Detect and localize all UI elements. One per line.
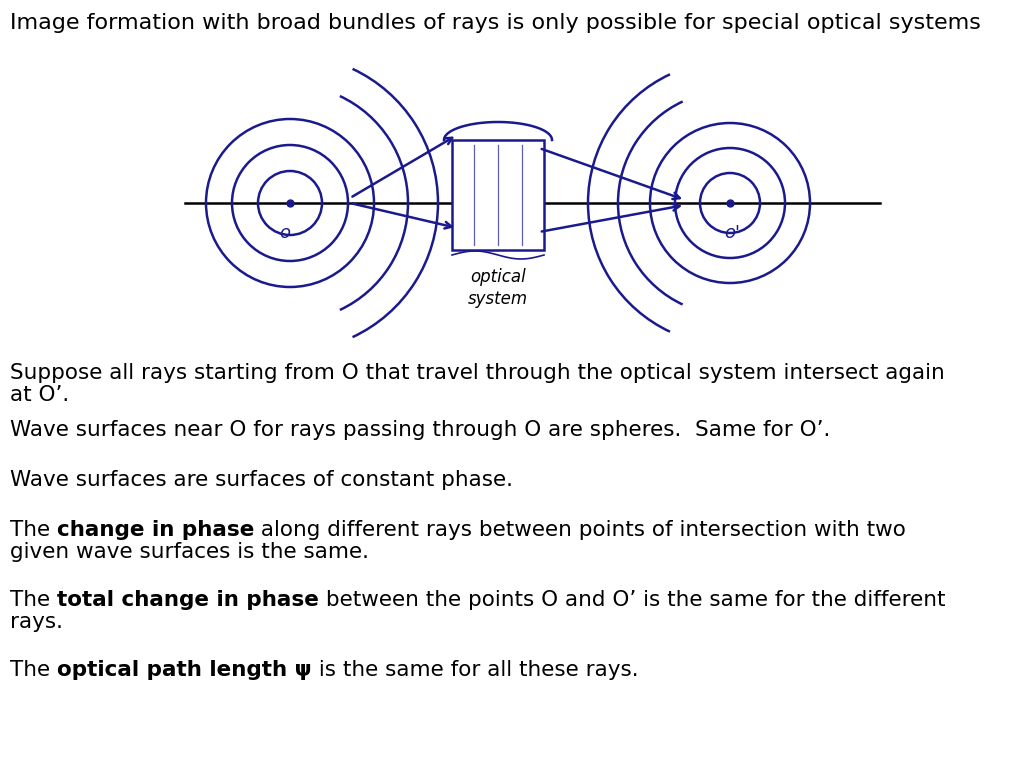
Text: given wave surfaces is the same.: given wave surfaces is the same.: [10, 542, 369, 562]
Text: optical path length ψ: optical path length ψ: [57, 660, 311, 680]
Text: optical
system: optical system: [468, 268, 528, 308]
Text: along different rays between points of intersection with two: along different rays between points of i…: [254, 520, 906, 540]
Text: rays.: rays.: [10, 612, 63, 632]
Text: The: The: [10, 520, 57, 540]
Text: o: o: [280, 224, 291, 242]
Text: Wave surfaces are surfaces of constant phase.: Wave surfaces are surfaces of constant p…: [10, 470, 513, 490]
Text: o': o': [724, 224, 740, 242]
Text: at O’.: at O’.: [10, 385, 70, 405]
Text: is the same for all these rays.: is the same for all these rays.: [311, 660, 638, 680]
Text: Image formation with broad bundles of rays is only possible for special optical : Image formation with broad bundles of ra…: [10, 13, 981, 33]
Text: total change in phase: total change in phase: [57, 590, 318, 610]
Text: between the points O and O’ is the same for the different: between the points O and O’ is the same …: [318, 590, 945, 610]
Text: Suppose all rays starting from O that travel through the optical system intersec: Suppose all rays starting from O that tr…: [10, 363, 945, 383]
Text: Wave surfaces near O for rays passing through O are spheres.  Same for O’.: Wave surfaces near O for rays passing th…: [10, 420, 830, 440]
Bar: [452, 140, 544, 250]
Text: The: The: [10, 590, 57, 610]
Text: change in phase: change in phase: [57, 520, 254, 540]
Text: The: The: [10, 660, 57, 680]
